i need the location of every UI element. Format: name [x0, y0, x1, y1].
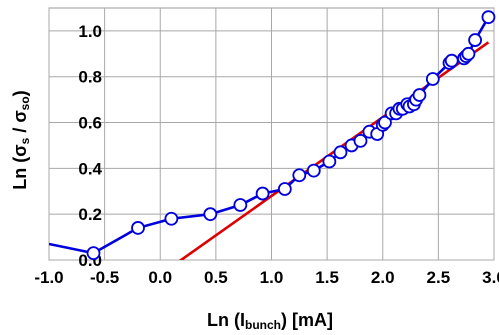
data-point [277, 182, 292, 196]
y-tick-label: 0.6 [78, 114, 102, 133]
data-point [203, 207, 218, 222]
data-point [444, 53, 459, 68]
y-tick-label: 0.8 [78, 68, 102, 87]
x-tick-label: 1.5 [315, 268, 339, 287]
y-tick-label: 1.0 [78, 22, 102, 41]
grid [48, 8, 495, 261]
data-point [233, 198, 248, 212]
x-axis-label: Ln (Ibunch) [mA] [207, 310, 333, 332]
data-point [306, 163, 321, 178]
data-point [164, 211, 179, 226]
x-tick-label: 0.0 [148, 268, 172, 287]
data-point [255, 186, 270, 201]
x-tick-label: 1.0 [260, 268, 284, 287]
x-tick-labels: -1.0 -0.5 0.0 0.5 1.0 1.5 2.0 2.5 3.0 [34, 268, 499, 287]
x-tick-label: 2.5 [427, 268, 451, 287]
data-point [378, 115, 392, 130]
data-point [425, 72, 440, 86]
data-point [131, 221, 145, 235]
x-tick-label: 3.0 [482, 268, 499, 287]
data-point [468, 33, 482, 47]
data-point [353, 133, 368, 148]
x-tick-label: 0.5 [204, 268, 228, 287]
x-tick-label: 2.0 [371, 268, 395, 287]
y-tick-label: 0.2 [78, 205, 102, 224]
data-point [322, 154, 337, 169]
data-point [86, 246, 101, 261]
data-point [481, 10, 496, 25]
data-point [292, 168, 307, 183]
x-tick-label: -1.0 [34, 268, 63, 287]
y-axis-label: Ln (σs / σso) [10, 90, 32, 189]
data-point [412, 88, 427, 102]
data-point [461, 46, 476, 61]
series-layer [49, 10, 496, 261]
y-tick-label: 0.4 [78, 159, 102, 178]
data-point [333, 145, 348, 160]
x-tick-label: -0.5 [90, 268, 119, 287]
